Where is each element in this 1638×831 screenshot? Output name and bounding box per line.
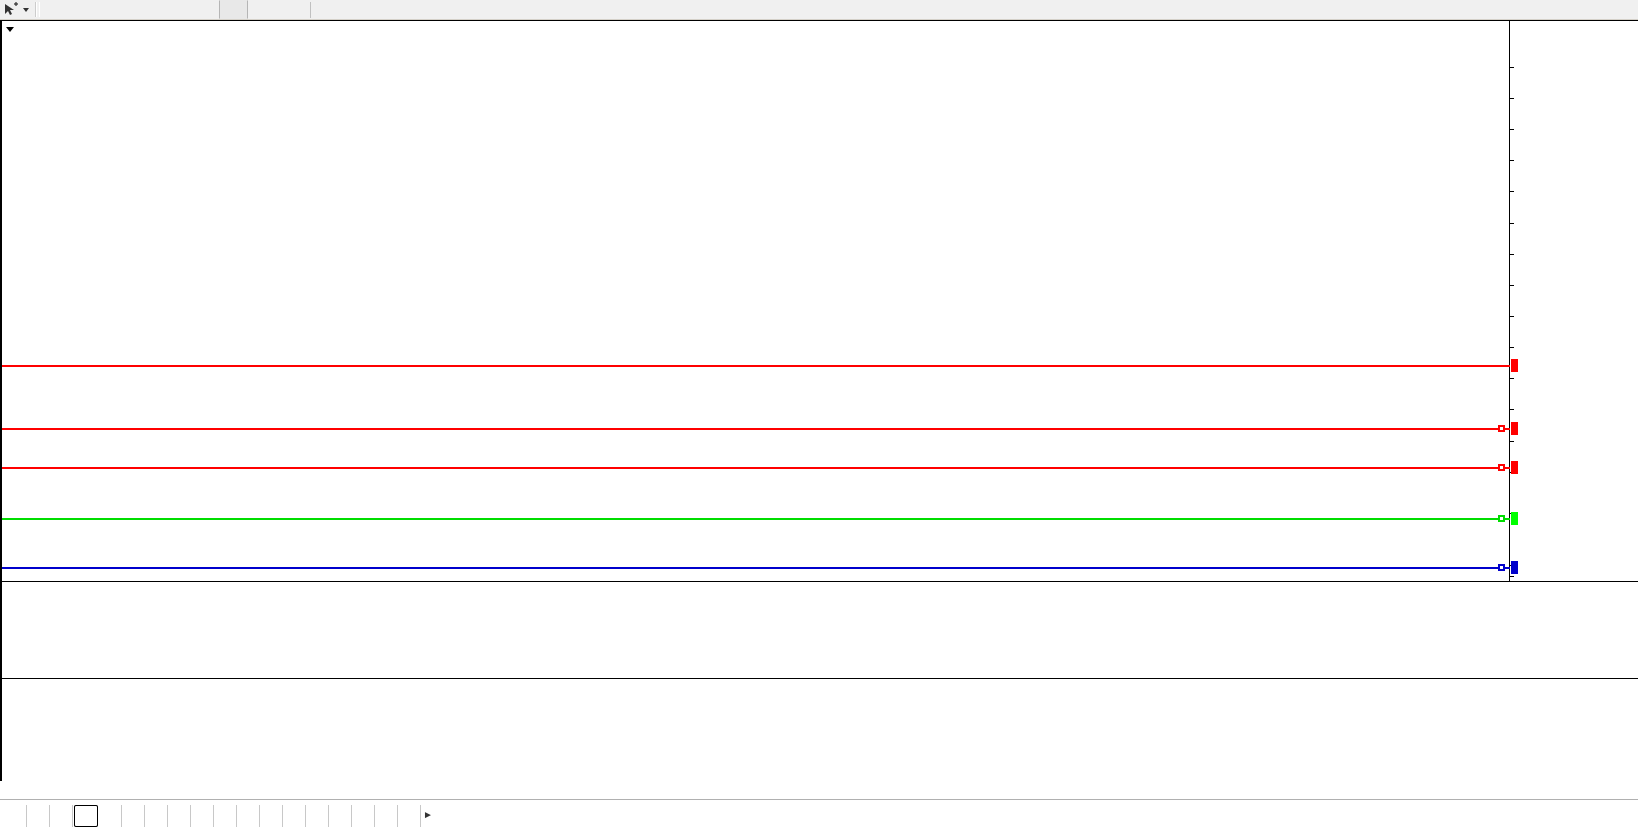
timeframe-buttons xyxy=(45,0,306,20)
tab-fra40-h1[interactable] xyxy=(283,804,306,827)
timeframe-m15[interactable] xyxy=(103,0,132,19)
tab-audusd-daily[interactable] xyxy=(50,804,73,827)
macd-pane-top-border xyxy=(0,678,1638,679)
chevron-down-icon[interactable] xyxy=(20,1,31,19)
level-line-1-31393[interactable] xyxy=(2,464,1510,471)
price-tag-resistance-2[interactable] xyxy=(1511,422,1518,435)
tab-usoil-h1[interactable] xyxy=(398,804,421,827)
toolbar-divider xyxy=(310,1,311,18)
price-tag-current[interactable] xyxy=(1511,561,1518,574)
tab-xauusd-daily[interactable] xyxy=(168,804,191,827)
tab-eurusd-daily-1[interactable] xyxy=(4,804,27,827)
price-tag-support[interactable] xyxy=(1511,512,1518,525)
price-axis-border xyxy=(1509,21,1510,581)
triangle-down-icon[interactable] xyxy=(6,27,14,32)
rsi-plot[interactable] xyxy=(0,582,1509,678)
level-line-1-33011[interactable] xyxy=(2,425,1510,432)
timeframe-m30[interactable] xyxy=(132,0,161,19)
tab-usdjpy-h1[interactable] xyxy=(329,804,352,827)
symbol-tab-bar: ► xyxy=(0,799,1638,831)
price-plot[interactable] xyxy=(0,21,1509,581)
tab-usdcad-daily[interactable] xyxy=(74,804,98,827)
tab-dj30-daily[interactable] xyxy=(352,804,375,827)
timeframe-mn[interactable] xyxy=(277,0,306,19)
price-tag-resistance-1[interactable] xyxy=(1511,359,1518,372)
timeframe-m5[interactable] xyxy=(74,0,103,19)
level-handle-1-28023[interactable] xyxy=(1498,564,1505,571)
level-line-1-29561[interactable] xyxy=(2,515,1510,522)
chevron-right-icon[interactable]: ► xyxy=(423,810,433,821)
timeframe-h4[interactable] xyxy=(190,0,219,19)
tab-ger30-h1[interactable] xyxy=(260,804,283,827)
top-toolbar xyxy=(0,0,1638,20)
chart-area[interactable] xyxy=(0,20,1638,800)
level-handle-1-33011[interactable] xyxy=(1498,425,1505,432)
timeframe-d1[interactable] xyxy=(219,0,248,19)
macd-plot[interactable] xyxy=(0,679,1509,782)
level-handle-1-29561[interactable] xyxy=(1498,515,1505,522)
tab-uk100-h1-2[interactable] xyxy=(237,804,260,827)
tab-hk50-h1[interactable] xyxy=(191,804,214,827)
plot-left-border xyxy=(0,21,2,781)
level-line-1-28023[interactable] xyxy=(2,564,1510,571)
tab-china300-h1[interactable] xyxy=(375,804,398,827)
tab-usoil-daily[interactable] xyxy=(306,804,329,827)
price-axis[interactable] xyxy=(1510,21,1638,581)
rsi-pane-top-border xyxy=(0,581,1638,582)
tab-usdchf-daily[interactable] xyxy=(27,804,50,827)
tab-eurusd-daily-2[interactable] xyxy=(122,804,145,827)
chart-header xyxy=(6,27,25,32)
timeframe-w1[interactable] xyxy=(248,0,277,19)
tab-usdcnh-daily[interactable] xyxy=(99,804,122,827)
timeframe-m1[interactable] xyxy=(45,0,74,19)
timeframe-h1[interactable] xyxy=(161,0,190,19)
date-axis[interactable] xyxy=(0,781,1638,799)
level-line-1-34206[interactable] xyxy=(2,365,1510,367)
tab-gbpusd-h4[interactable] xyxy=(145,804,168,827)
drag-grip-icon[interactable] xyxy=(35,2,41,17)
level-handle-1-31393[interactable] xyxy=(1498,464,1505,471)
price-tag-resistance-3[interactable] xyxy=(1511,461,1518,474)
tab-uk100-h1-1[interactable] xyxy=(214,804,237,827)
crosshair-pointer-icon[interactable] xyxy=(2,1,20,19)
